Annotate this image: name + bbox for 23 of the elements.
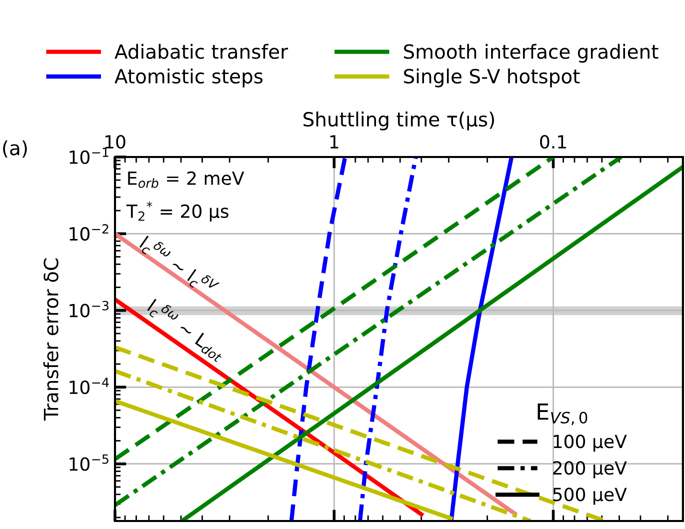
- x-tick-label: 1: [330, 135, 338, 148]
- y-tick-label: 10$^{−1}$: [70, 148, 108, 164]
- legend-title: E$_{VS,0}$: [538, 403, 588, 426]
- y-tick-label: 10$^{−3}$: [70, 300, 108, 318]
- annotation: l$_{c}$$^{δω}$ ~ L$_{dot}$: [145, 296, 229, 363]
- annotation: T$_{2}$$^{*}$ = 20 μs: [126, 201, 228, 222]
- legend-label: Adiabatic transfer: [114, 44, 288, 59]
- x-tick-label: 0.1: [540, 134, 566, 149]
- annotation: l$_{c}$$^{δω}$ ~ l$_{c}$$^{δV}$: [138, 233, 220, 299]
- legend-label: 100 μeV: [554, 434, 627, 452]
- y-axis-title: Transfer error δC: [43, 258, 58, 421]
- legend-label: Atomistic steps: [114, 68, 263, 88]
- legend-label: Single S-V hotspot: [404, 68, 580, 88]
- annotation: E$_{orb}$ = 2 meV: [128, 171, 244, 188]
- text: (a): [3, 140, 27, 158]
- x-axis-title: Shuttling time τ(μs): [304, 112, 494, 130]
- legend-label: 500 μeV: [553, 488, 627, 505]
- legend-label: Smooth interface gradient: [404, 44, 658, 63]
- y-tick-label: 10$^{−4}$: [70, 378, 109, 394]
- legend-label: 200 μeV: [553, 461, 627, 478]
- y-tick-label: 10$^{−2}$: [70, 224, 108, 241]
- y-tick-label: 10$^{−5}$: [70, 454, 108, 471]
- x-tick-label: 10: [105, 134, 126, 149]
